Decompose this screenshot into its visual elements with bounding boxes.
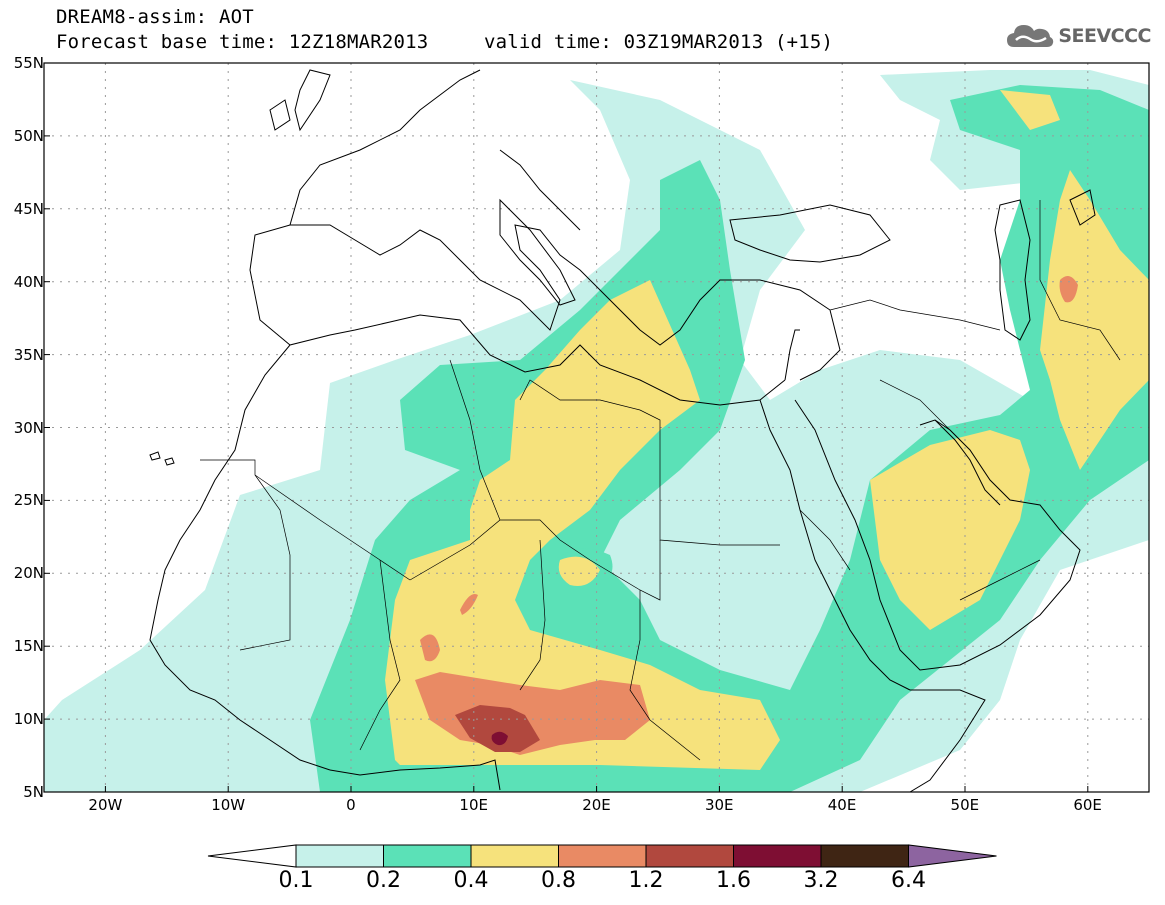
forecast-times: Forecast base time: 12Z18MAR2013 valid ti… [56, 31, 833, 53]
base-time: Forecast base time: 12Z18MAR2013 [56, 31, 429, 53]
colorbar-label-1.6: 1.6 [716, 868, 751, 893]
lon-label-10W: 10W [211, 796, 246, 814]
lon-label-40E: 40E [827, 796, 857, 814]
colorbar-under-arrow [207, 844, 297, 868]
colorbar-segment-6 [820, 844, 909, 868]
aot-band-1.2 [455, 705, 540, 752]
lat-label-35N: 35N [13, 345, 44, 364]
lat-label-50N: 50N [13, 126, 44, 145]
valid-time: valid time: 03Z19MAR2013 (+15) [484, 31, 834, 53]
lat-label-20N: 20N [13, 564, 44, 583]
lat-label-55N: 55N [13, 54, 44, 72]
colorbar-segment-3 [558, 844, 647, 868]
lon-label-0: 0 [346, 796, 356, 814]
coastlines [149, 69, 1096, 792]
colorbar [207, 844, 997, 868]
colorbar-label-0.8: 0.8 [541, 868, 576, 893]
lat-label-45N: 45N [13, 199, 44, 218]
country-borders [200, 200, 1121, 761]
aot-field [44, 63, 1149, 792]
lat-label-10N: 10N [13, 710, 44, 729]
colorbar-segment-0 [295, 844, 384, 868]
lon-label-30E: 30E [704, 796, 734, 814]
lon-label-50E: 50E [950, 796, 980, 814]
colorbar-over-arrow [908, 844, 997, 868]
lon-label-60E: 60E [1073, 796, 1102, 814]
lat-label-15N: 15N [13, 637, 44, 656]
colorbar-segment-1 [383, 844, 472, 868]
colorbar-label-6.4: 6.4 [891, 868, 926, 893]
cloud-icon [1007, 25, 1054, 47]
lat-label-25N: 25N [13, 491, 44, 510]
colorbar-label-1.2: 1.2 [628, 868, 664, 893]
logo-text: SEEVCCC [1058, 25, 1151, 47]
map-title: DREAM8-assim: AOT [56, 6, 254, 28]
tick-marks [44, 62, 1089, 793]
colorbar-segment-5 [733, 844, 822, 868]
lat-label-5N: 5N [23, 783, 44, 801]
aot-band-1.6 [491, 731, 508, 746]
lon-label-10E: 10E [459, 796, 488, 814]
colorbar-segment-4 [645, 844, 734, 868]
lat-label-30N: 30N [13, 418, 44, 437]
colorbar-label-0.2: 0.2 [366, 868, 401, 893]
lon-label-20E: 20E [582, 796, 611, 814]
colorbar-label-0.4: 0.4 [453, 868, 489, 893]
colorbar-label-3.2: 3.2 [803, 868, 839, 893]
colorbar-segment-2 [470, 844, 559, 868]
lat-label-40N: 40N [13, 272, 44, 291]
colorbar-label-0.1: 0.1 [278, 868, 314, 893]
grid-lines [44, 63, 1149, 792]
seevccc-logo: SEEVCCC [1006, 22, 1151, 50]
lon-label-20W: 20W [88, 796, 123, 814]
